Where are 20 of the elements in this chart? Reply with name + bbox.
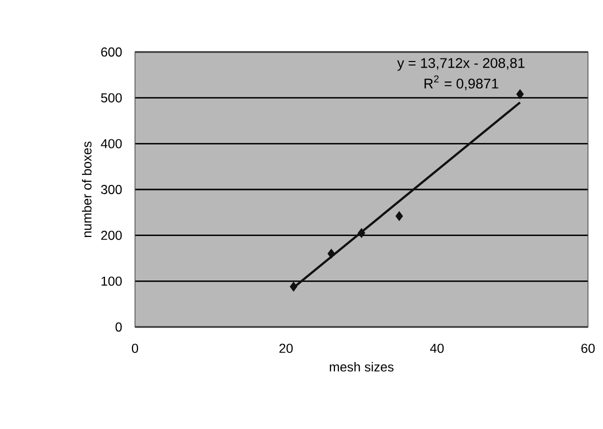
point [396,211,403,221]
x-tick-label: 60 [581,344,595,353]
annotation: R$^{2}$ = 0,9871 [424,75,498,90]
x-tick-label: 0 [132,344,138,353]
y-axis-title: number of boxes [82,142,92,238]
point [290,282,298,292]
point [516,89,524,99]
y-tick-label: 500 [101,93,122,102]
x-tick-label: 40 [430,344,444,353]
y-tick-label: 0 [116,322,122,332]
x-tick-label: 20 [279,344,293,353]
y-tick-label: 200 [101,230,122,240]
point [328,248,335,258]
point [358,228,366,238]
y-tick-label: 400 [100,139,122,148]
y-tick-label: 100 [102,276,122,286]
y-tick-label: 600 [101,47,122,57]
annotation: y = 13,712x - 208,81 [397,58,524,71]
x-axis-title: mesh sizes [330,362,394,372]
y-tick-label: 300 [101,184,122,194]
